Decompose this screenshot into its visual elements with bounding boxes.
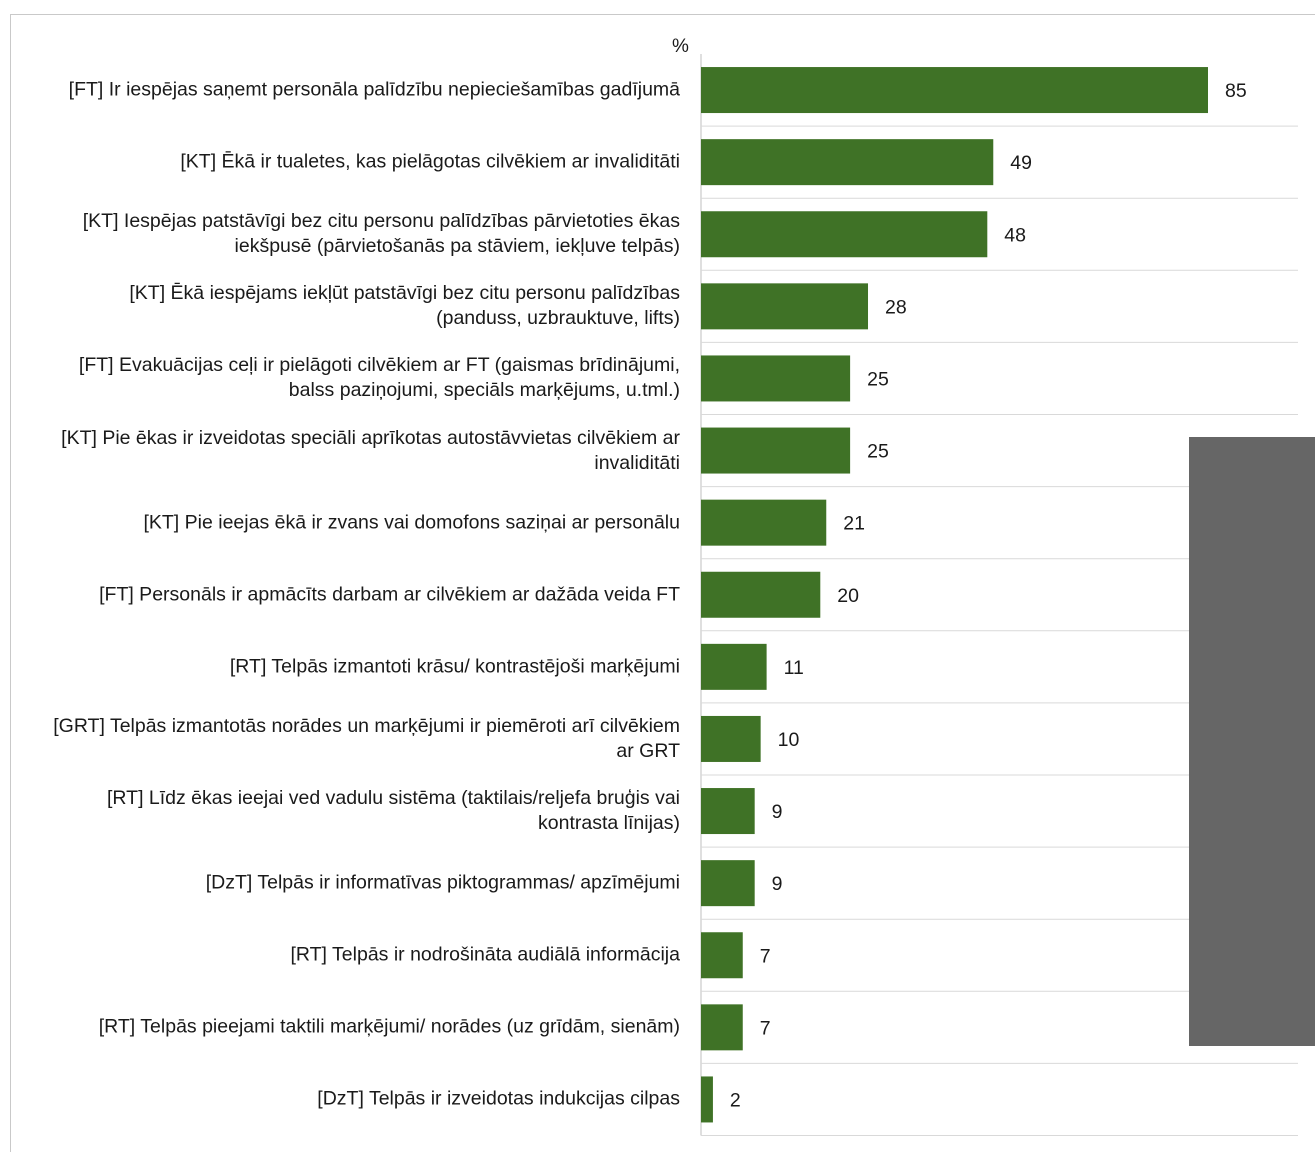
value-label: 48 [1004, 224, 1026, 246]
value-label: 20 [837, 585, 859, 607]
bar [701, 67, 1208, 114]
category-label: [KT] Pie ieejas ēkā ir zvans vai domofon… [143, 511, 680, 534]
category-label: [KT] Ēkā iespējams iekļūt patstāvīgi bez… [129, 282, 680, 330]
category-label: [FT] Personāls ir apmācīts darbam ar cil… [99, 583, 680, 606]
value-label: 28 [885, 296, 907, 318]
category-label: [RT] Telpās ir nodrošināta audiālā infor… [290, 943, 681, 966]
value-label: 49 [1010, 152, 1032, 174]
bar [701, 427, 851, 474]
category-label: [DzT] Telpās ir izveidotas indukcijas ci… [317, 1087, 680, 1110]
bar [701, 932, 743, 979]
bar [701, 860, 755, 907]
gray-overlay-panel [1189, 437, 1315, 1046]
value-label: 9 [772, 873, 783, 895]
bar [701, 499, 827, 546]
bar [701, 139, 994, 186]
value-label: 7 [760, 1017, 771, 1039]
value-label: 10 [778, 729, 800, 751]
value-label: 2 [730, 1089, 741, 1111]
bar [701, 643, 767, 690]
bar [701, 715, 761, 762]
bar [701, 283, 869, 330]
bar [701, 211, 988, 258]
value-label: 21 [843, 513, 865, 535]
unit-label: % [672, 36, 689, 57]
value-label: 9 [772, 801, 783, 823]
bar [701, 788, 755, 835]
category-label: [GRT] Telpās izmantotās norādes un marķē… [53, 714, 680, 762]
bar [701, 1004, 743, 1051]
category-label: [FT] Evakuācijas ceļi ir pielāgoti cilvē… [78, 354, 680, 402]
bar [701, 571, 821, 618]
category-label: [KT] Iespējas patstāvīgi bez citu person… [82, 210, 680, 258]
category-label: [FT] Ir iespējas saņemt personāla palīdz… [68, 78, 680, 101]
value-label: 11 [784, 657, 804, 679]
category-label: [KT] Pie ēkas ir izveidotas speciāli apr… [61, 426, 680, 474]
chart-frame [10, 14, 1315, 1152]
value-label: 25 [867, 441, 889, 463]
category-label: [DzT] Telpās ir informatīvas piktogramma… [205, 871, 680, 894]
value-label: 7 [760, 945, 771, 967]
category-label: [RT] Telpās izmantoti krāsu/ kontrastējo… [229, 655, 680, 678]
category-label: [RT] Telpās pieejami taktili marķējumi/ … [98, 1015, 680, 1038]
value-label: 25 [867, 368, 889, 390]
category-label: [RT] Līdz ēkas ieejai ved vadulu sistēma… [107, 787, 680, 835]
bar [701, 355, 851, 402]
value-label: 85 [1225, 80, 1247, 102]
category-label: [KT] Ēkā ir tualetes, kas pielāgotas cil… [180, 150, 680, 173]
bar [701, 1076, 713, 1123]
